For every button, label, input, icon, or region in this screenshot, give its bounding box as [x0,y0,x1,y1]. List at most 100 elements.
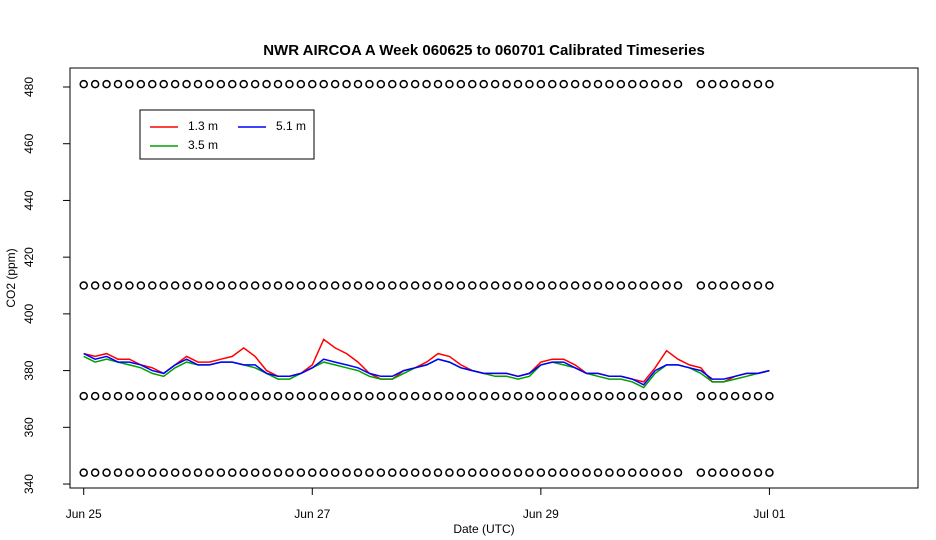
standard-point [742,391,751,401]
standard-point [650,468,660,477]
standard-point [422,468,431,477]
standard-point [250,391,260,401]
standard-point [765,391,774,401]
standard-point [228,391,237,401]
standard-point [342,391,351,401]
standard-point [730,281,740,290]
standard-point [365,391,374,401]
standard-point [673,79,683,89]
standard-point [468,468,477,477]
series-line [83,338,770,383]
standard-point [205,281,214,290]
standard-point [456,281,466,290]
standard-point [708,281,717,290]
standard-point [662,468,671,477]
standard-point [273,468,283,477]
standard-point [376,79,386,89]
y-tick-label: 420 [22,247,36,267]
chart-title: NWR AIRCOA A Week 060625 to 060701 Calib… [263,42,705,59]
standard-point [285,79,294,89]
standard-point [365,281,374,290]
standard-point [559,281,568,290]
standard-point [696,391,706,401]
standard-point [570,391,580,401]
standard-point [730,79,740,89]
standard-point [410,468,420,477]
standard-point [593,281,603,290]
standard-point [342,468,351,477]
standard-point [216,391,226,401]
standard-point [570,468,580,477]
standard-point [719,391,728,401]
standard-point [513,281,523,290]
standard-point [616,468,626,477]
standard-point [582,468,591,477]
standard-point [262,391,271,401]
standard-point [468,281,477,290]
standard-point [753,391,763,401]
y-tick-label: 440 [22,190,36,210]
standard-point [765,79,774,89]
plot-frame [69,67,919,489]
standard-point [273,391,283,401]
standard-point [593,468,603,477]
standard-point [605,468,614,477]
standard-point [456,391,466,401]
standard-point [490,391,500,401]
standard-point [308,281,317,290]
standard-point [548,79,557,89]
standard-point [605,79,614,89]
standard-point [342,281,351,290]
standard-point [79,391,88,401]
standard-point [433,468,443,477]
standard-point [468,391,477,401]
standard-point [285,391,294,401]
standard-point [308,391,317,401]
x-tick-label: Jun 29 [523,507,559,521]
standard-point [536,79,546,89]
standard-point [353,281,363,290]
standard-point [182,468,191,477]
standard-point [148,79,157,89]
standard-point [228,468,237,477]
standard-point [182,79,191,89]
standard-point [673,281,683,290]
standard-point [205,79,214,89]
standard-point [742,79,751,89]
standard-point [696,468,706,477]
standard-point [582,281,591,290]
standard-point [170,391,180,401]
y-tick-label: 460 [22,133,36,153]
standard-point [605,391,614,401]
standard-point [628,281,637,290]
standard-point [388,468,397,477]
legend-label: 5.1 m [276,119,306,133]
standard-point [410,281,420,290]
standard-point [559,79,568,89]
standard-point [342,79,351,89]
standard-point [113,79,123,89]
standard-point [639,79,648,89]
standard-point [90,281,100,290]
standard-point [628,468,637,477]
standard-point [296,468,306,477]
series-line [83,352,770,386]
standard-point [548,468,557,477]
standard-point [662,79,671,89]
standard-point [662,281,671,290]
standard-point [228,281,237,290]
standard-point [170,79,180,89]
standard-point [319,79,328,89]
standard-point [628,79,637,89]
standard-point [513,79,523,89]
standard-point [433,391,443,401]
standard-point [136,79,146,89]
standard-point [330,79,340,89]
x-axis-label: Date (UTC) [453,522,514,536]
standard-point [730,391,740,401]
standard-point [182,281,191,290]
standard-point [308,79,317,89]
x-tick-label: Jun 27 [294,507,330,521]
legend-label: 3.5 m [188,138,218,152]
standard-point [148,468,157,477]
